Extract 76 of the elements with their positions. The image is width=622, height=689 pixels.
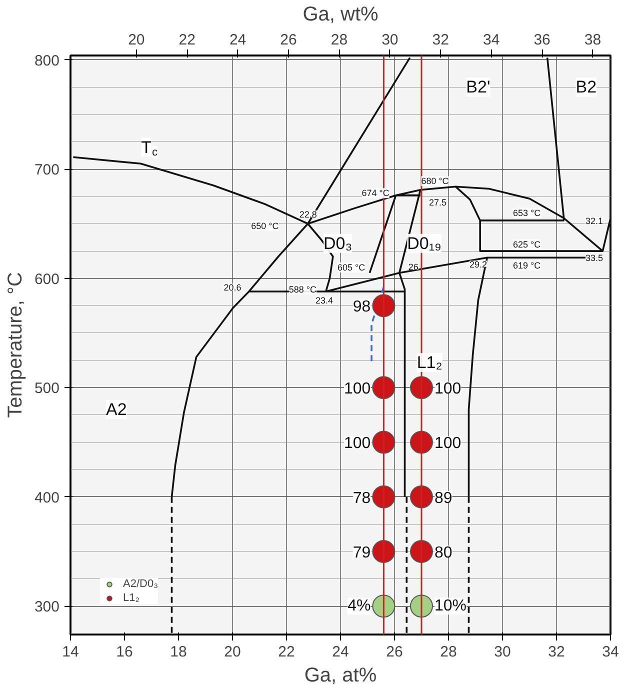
annotation: L1₂ [416,352,442,372]
point [372,594,396,618]
y-axis-title: Temperature, °C [4,272,26,418]
annotation: 10% [434,598,467,615]
annotation: 653 °C [512,208,542,218]
x-axis-title: Ga, at% [304,664,377,686]
annotation: 100 [344,435,371,452]
x-tick-label: 14 [62,644,79,660]
x2-axis-title: Ga, wt% [302,4,379,26]
x-tick-label: 22 [278,644,295,660]
point [372,540,396,563]
annotation: 100 [434,435,462,452]
y-tick-label: 800 [34,52,60,70]
y-tick-label: 700 [34,162,60,179]
annotation: 26 [408,262,418,272]
x2-tick-label: 30 [382,32,398,48]
point [372,485,396,508]
annotation: A2 [106,400,127,419]
x-tick-label: 18 [170,644,187,660]
annotation: D0₁₉ [407,234,442,253]
legend-label: L1₂ [123,592,141,604]
annotation: B2 [576,78,597,97]
annotation: D0₃ [323,234,352,253]
annotation: 619 °C [512,260,542,270]
annotation: 588 °C [288,284,318,294]
annotation: 650 °C [251,220,280,231]
annotation: 33.5 [586,253,604,264]
x-tick-label: 26 [386,644,403,660]
x2-tick-label: 36 [534,32,550,48]
x-tick-label: 30 [494,644,511,660]
annotation: 98 [352,298,371,316]
x-tick-label: 34 [602,644,619,660]
x2-tick-label: 20 [128,32,145,48]
x2-tick-label: 22 [178,32,196,48]
annotation: 680 °C [421,176,450,186]
annotation: 4% [348,598,371,615]
annotation: 674 °C [362,188,390,198]
x-tick-label: 24 [332,644,349,660]
annotation: 100 [344,380,371,398]
y-tick-label: 300 [34,598,60,616]
point [410,430,433,454]
annotation: 27.5 [428,197,446,208]
annotation: 22.8 [299,209,317,220]
x-tick-label: 28 [440,644,457,660]
annotation: 80 [434,544,452,562]
y-tick-label: 600 [34,270,60,288]
annotation: 605 °C [337,262,366,272]
annotation: 29.2 [469,260,487,270]
point [410,594,433,618]
x2-tick-label: 32 [432,32,449,48]
x2-tick-label: 28 [330,32,348,48]
x2-tick-label: 34 [483,32,500,48]
point [410,376,433,400]
annotation: B2' [466,78,490,97]
x2-tick-label: 24 [229,32,246,48]
point [372,376,396,400]
annotation: 23.4 [316,296,334,306]
annotation: 79 [352,544,371,562]
point [372,294,396,318]
point [410,540,433,563]
annotation: 625 °C [512,239,542,250]
annotation: 100 [434,380,462,398]
x-tick-label: 16 [116,644,133,660]
point [410,485,433,508]
point [372,430,396,454]
x2-tick-label: 26 [280,32,297,48]
y-tick-label: 500 [34,380,60,398]
annotation: 89 [434,490,452,507]
x-tick-label: 32 [548,644,565,660]
x-tick-label: 20 [224,644,241,660]
x2-tick-label: 38 [584,32,602,48]
y-tick-label: 400 [34,489,60,506]
legend-label: A2/D0₃ [123,578,158,590]
annotation: 20.6 [224,282,242,293]
annotation: 78 [352,490,371,507]
annotation: 32.1 [586,216,604,226]
